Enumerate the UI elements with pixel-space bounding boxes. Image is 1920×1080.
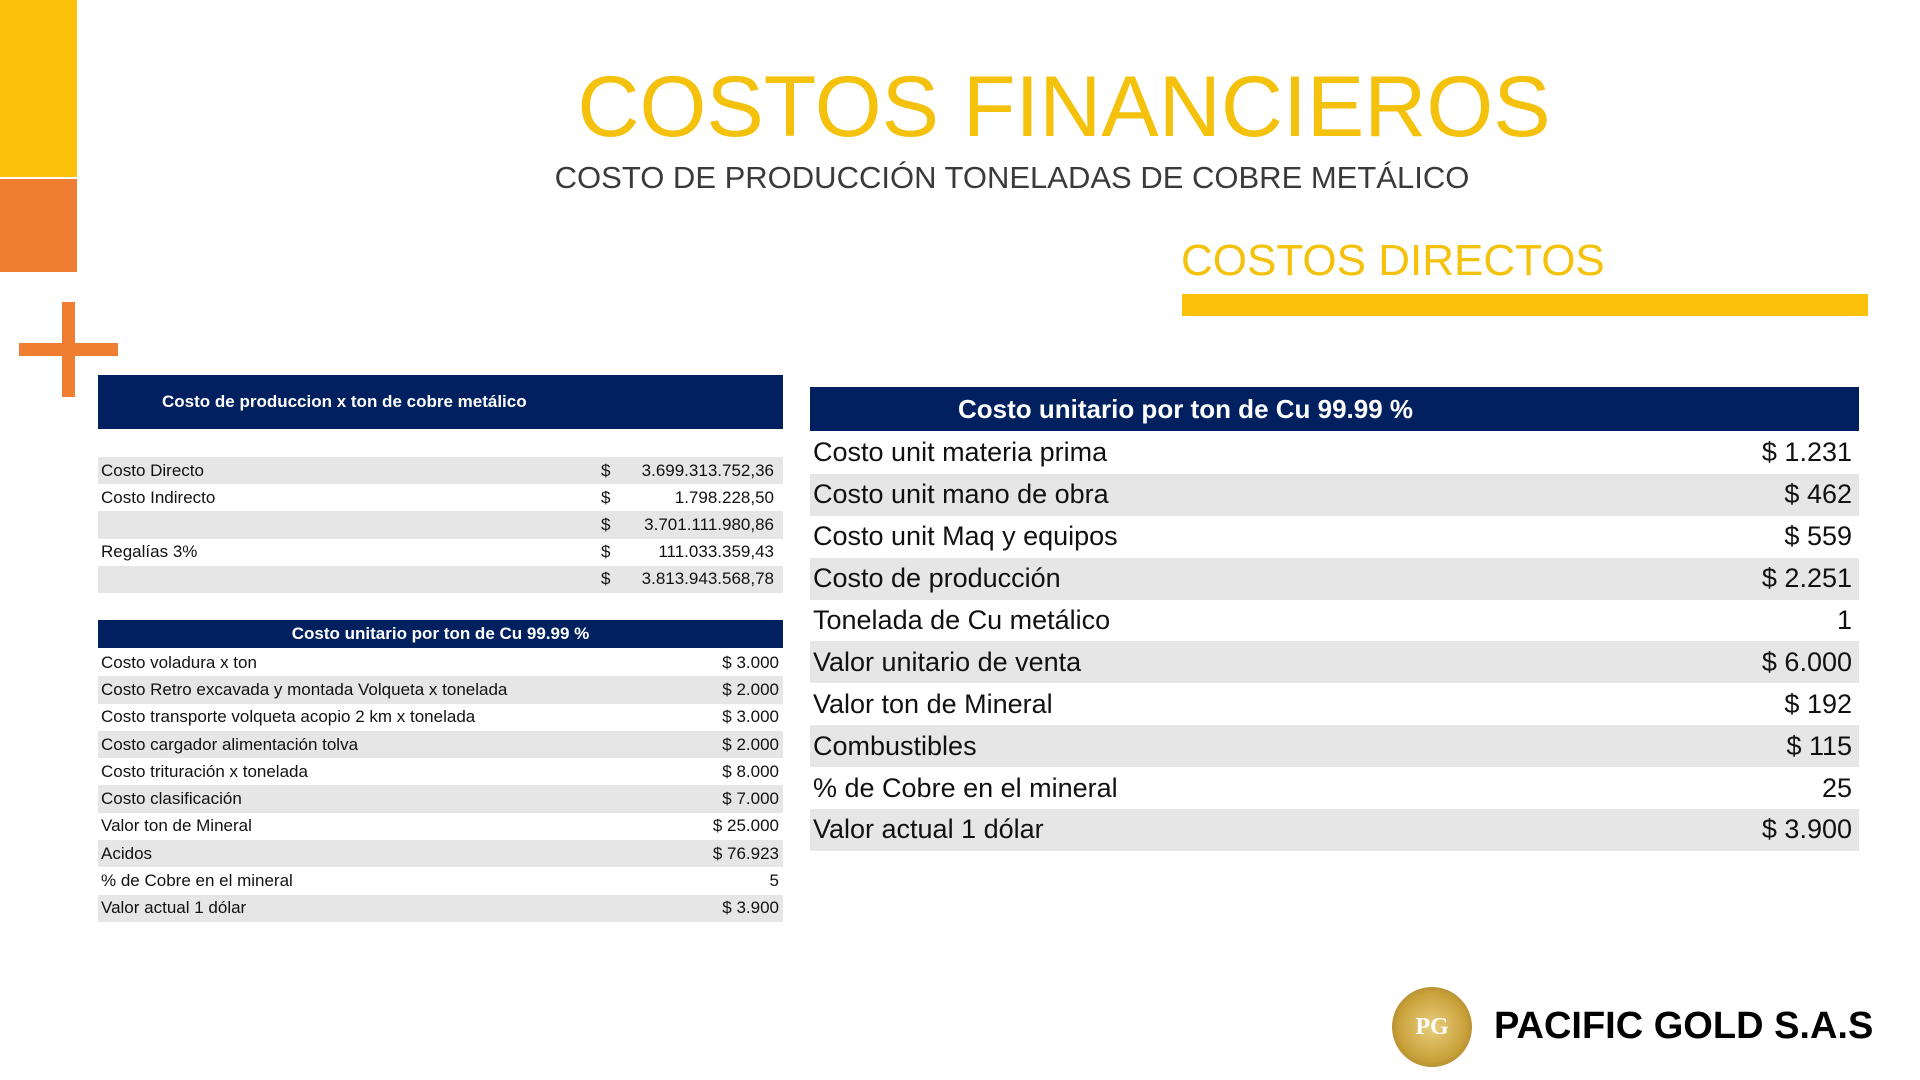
title: COSTOS FINANCIEROS [577, 59, 1551, 155]
accent-yellow [0, 0, 77, 177]
table-row: Costo unit Maq y equipos $ 559 [810, 516, 1859, 558]
row-amount: 1 [1836, 605, 1852, 635]
table-row: Costo voladura x ton $ 3.000 [98, 649, 783, 676]
row-label: Valor unitario de venta [813, 646, 1082, 677]
unit-cost-small-table: Costo unitario por ton de Cu 99.99 % Cost… [98, 620, 783, 922]
table-row: Costo trituración x tonelada $ 8.000 [98, 758, 783, 785]
table-row: Valor ton de Mineral $ 192 [810, 683, 1859, 725]
row-label: Costo transporte volqueta acopio 2 km x … [101, 707, 476, 727]
row-label: Combustibles [813, 730, 977, 761]
row-label: Valor actual 1 dólar [101, 898, 247, 918]
row-amount: 3.701.111.980,86 [644, 514, 774, 534]
table-row: Acidos $ 76.923 [98, 840, 783, 868]
row-currency: $ [601, 460, 611, 480]
row-currency: $ [601, 487, 611, 507]
table-row: Costo Directo $3.699.313.752,36 [98, 457, 783, 485]
table-row: Regalías 3% $111.033.359,43 [98, 539, 783, 566]
row-label: Costo Retro excavada y montada Volqueta … [101, 679, 508, 699]
table-row: Costo unit mano de obra $ 462 [810, 473, 1859, 516]
section-title: COSTOS DIRECTOS [1181, 236, 1605, 285]
row-label: Costo cargador alimentación tolva [101, 734, 359, 754]
row-amount: $ 76.923 [712, 843, 779, 863]
row-amount: 111.033.359,43 [658, 542, 774, 562]
table-row: Valor ton de Mineral $ 25.000 [98, 813, 783, 840]
row-amount: 25 [1821, 772, 1852, 803]
table-header: Costo unitario por ton de Cu 99.99 % [98, 620, 783, 648]
row-amount: 3.699.313.752,36 [641, 460, 774, 480]
row-currency: $ [601, 569, 611, 589]
table-row: Valor actual 1 dólar $ 3.900 [98, 894, 783, 922]
row-label: Costo unit materia prima [813, 437, 1108, 468]
row-amount: $ 6.000 [1761, 646, 1852, 677]
row-amount: $ 2.000 [722, 679, 779, 699]
table-header: Costo unitario por ton de Cu 99.99 % [810, 387, 1859, 431]
table-row: $3.813.943.568,78 [98, 565, 783, 593]
row-label: Costo de producción [813, 563, 1061, 594]
row-amount: $ 192 [1784, 688, 1852, 719]
row-amount: $ 7.000 [722, 789, 779, 809]
row-label: Valor actual 1 dólar [813, 814, 1044, 845]
row-amount: $ 3.000 [722, 652, 779, 672]
header-text: Costo unitario por ton de Cu 99.99 % [291, 624, 590, 643]
accent-orange [0, 179, 77, 272]
row-amount: $ 25.000 [712, 816, 779, 836]
row-amount: 3.813.943.568,78 [641, 569, 774, 589]
row-label: Valor ton de Mineral [813, 688, 1053, 719]
table-row: % de Cobre en el mineral 5 [98, 867, 783, 894]
production-table: Costo de produccion x ton de cobre metál… [98, 375, 783, 593]
row-label: Costo unit mano de obra [813, 479, 1109, 510]
header-text: Costo de produccion x ton de cobre metál… [162, 392, 527, 411]
section-bar [1182, 294, 1868, 316]
row-currency: $ [601, 514, 611, 534]
table-row: Valor actual 1 dólar $ 3.900 [810, 809, 1859, 851]
row-amount: $ 3.000 [722, 707, 779, 727]
table-row: Tonelada de Cu metálico 1 [810, 600, 1859, 642]
row-amount: $ 1.231 [1761, 437, 1852, 468]
row-label: Costo trituración x tonelada [101, 761, 308, 781]
logo-text: PG [1415, 1013, 1449, 1040]
row-amount: $ 3.900 [722, 898, 779, 918]
row-amount: $ 3.900 [1761, 814, 1852, 845]
table-header: Costo de produccion x ton de cobre metál… [98, 375, 783, 429]
row-amount: $ 462 [1784, 479, 1852, 510]
company: PACIFIC GOLD S.A.S [1494, 1005, 1874, 1047]
row-amount: 5 [769, 871, 779, 891]
subtitle: COSTO DE PRODUCCIÓN TONELADAS DE COBRE M… [554, 160, 1470, 195]
row-amount: $ 2.000 [722, 734, 779, 754]
row-label: Valor ton de Mineral [101, 816, 252, 836]
row-amount: $ 2.251 [1761, 563, 1852, 594]
row-label: Regalías 3% [101, 542, 198, 562]
row-label: % de Cobre en el mineral [813, 772, 1118, 803]
plus-v [62, 302, 75, 397]
table-row: Costo clasificación $ 7.000 [98, 785, 783, 813]
table-row: Costo unit materia prima $ 1.231 [810, 432, 1859, 474]
row-label: Costo Directo [101, 460, 204, 480]
row-label: Costo Indirecto [101, 487, 216, 507]
table-row: Costo de producción $ 2.251 [810, 557, 1859, 600]
table-row: Costo cargador alimentación tolva $ 2.000 [98, 730, 783, 759]
table-row: % de Cobre en el mineral 25 [810, 767, 1859, 809]
row-amount: 1.798.228,50 [674, 487, 774, 507]
row-label: Costo voladura x ton [101, 652, 257, 672]
row-label: Tonelada de Cu metálico [813, 605, 1111, 635]
row-amount: $ 8.000 [722, 761, 779, 781]
row-amount: $ 559 [1784, 521, 1852, 552]
logo: PG [1392, 987, 1472, 1067]
row-label: Costo unit Maq y equipos [813, 521, 1118, 552]
table-row: $3.701.111.980,86 [98, 511, 783, 539]
row-label: % de Cobre en el mineral [101, 871, 293, 891]
table-row: Combustibles $ 115 [810, 725, 1859, 768]
row-label: Costo clasificación [101, 789, 242, 809]
header-text: Costo unitario por ton de Cu 99.99 % [958, 393, 1414, 424]
row-amount: $ 115 [1786, 730, 1852, 761]
table-row: Valor unitario de venta $ 6.000 [810, 641, 1859, 684]
unit-cost-large-table: Costo unitario por ton de Cu 99.99 % Cost… [810, 387, 1859, 851]
row-currency: $ [601, 542, 611, 562]
table-row: Costo Indirecto $1.798.228,50 [98, 484, 783, 511]
table-row: Costo Retro excavada y montada Volqueta … [98, 676, 783, 704]
row-label: Acidos [101, 843, 153, 863]
table-row: Costo transporte volqueta acopio 2 km x … [98, 704, 783, 731]
